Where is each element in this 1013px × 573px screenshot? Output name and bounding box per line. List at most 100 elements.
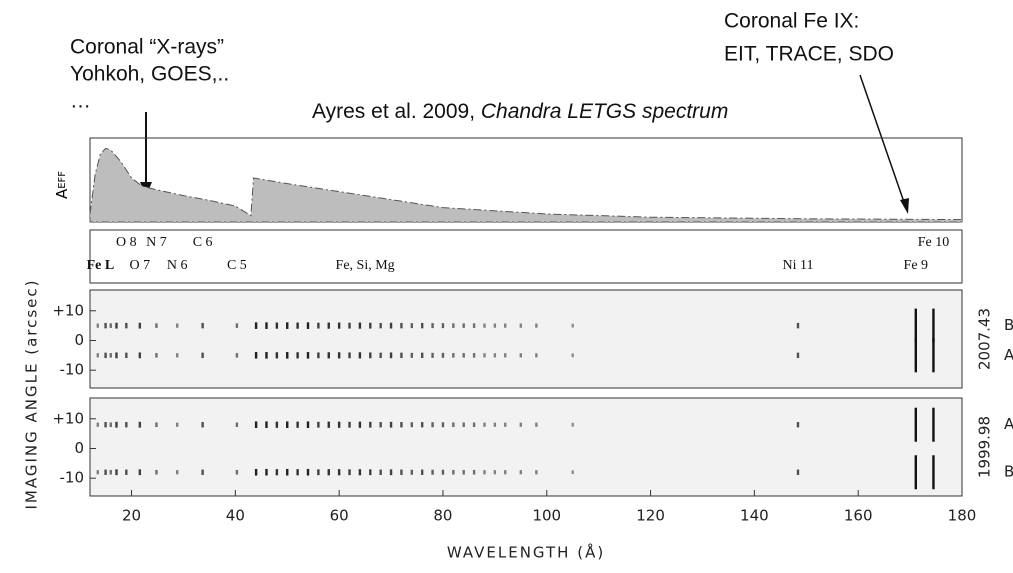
emission-line (96, 422, 99, 427)
x-tick-label: 80 (433, 507, 452, 525)
annotation: EIT, TRACE, SDO (724, 43, 894, 66)
emission-line (452, 469, 455, 475)
emission-line (571, 323, 574, 328)
epoch-label: 2007.43 (976, 308, 994, 370)
emission-line (96, 353, 99, 358)
emission-line (115, 421, 118, 428)
y-tick-label: +10 (52, 409, 84, 427)
emission-line (796, 322, 800, 329)
aeff-label: A (53, 188, 71, 199)
emission-line (155, 469, 158, 475)
line-label: C 5 (227, 258, 247, 273)
panel-bg (89, 397, 963, 497)
emission-line (932, 455, 935, 490)
emission-line (452, 353, 455, 358)
emission-line (296, 469, 299, 476)
emission-line (109, 469, 112, 475)
emission-line (275, 469, 279, 476)
emission-line (201, 469, 204, 475)
x-tick-label: 140 (740, 507, 769, 525)
emission-line (420, 469, 424, 475)
annotation: … (70, 90, 91, 113)
emission-line (286, 468, 289, 476)
emission-line (571, 422, 574, 427)
emission-line (519, 353, 523, 358)
aeff-label: AEFF (53, 171, 71, 199)
emission-line (155, 422, 158, 428)
emission-line (441, 469, 445, 475)
emission-line (155, 353, 158, 358)
emission-line (932, 338, 935, 373)
emission-line (472, 353, 476, 358)
emission-line (369, 322, 372, 329)
emission-line (254, 421, 258, 429)
emission-line (125, 322, 128, 329)
emission-line (462, 422, 465, 428)
emission-line (796, 469, 800, 475)
emission-line (306, 322, 310, 329)
emission-line (462, 353, 465, 358)
emission-line (201, 352, 204, 359)
emission-line (483, 470, 486, 475)
emission-line (519, 470, 523, 475)
emission-line (337, 421, 341, 428)
emission-line (348, 469, 351, 476)
emission-line (493, 470, 497, 475)
emission-line (379, 322, 382, 329)
emission-line (265, 468, 268, 476)
emission-line (431, 469, 434, 475)
y-tick-label: -10 (60, 469, 85, 487)
emission-line (115, 352, 118, 359)
annotation: Ayres et al. 2009, (312, 100, 481, 123)
aeff-label-sub: EFF (57, 171, 68, 189)
emission-line (519, 323, 523, 328)
emission-line (914, 308, 918, 343)
emission-line (306, 468, 310, 476)
emission-line (104, 322, 107, 329)
source-label: A (1004, 415, 1013, 433)
y-tick-label: -10 (60, 361, 85, 379)
emission-line (254, 352, 258, 359)
emission-line (369, 421, 372, 428)
annotation: Yohkoh, GOES,.. (70, 63, 229, 86)
annotation: Coronal Fe IX: (724, 10, 859, 33)
y-tick-label: 0 (74, 331, 84, 349)
emission-line (472, 323, 476, 328)
emission-line (420, 422, 424, 428)
source-label: B (1004, 463, 1013, 481)
x-axis-label: WAVELENGTH (Å) (447, 543, 605, 562)
emission-line (254, 468, 258, 476)
emission-line (176, 323, 179, 328)
emission-line (462, 323, 465, 328)
emission-line (410, 469, 414, 475)
line-label: Fe 10 (918, 235, 950, 250)
emission-line (327, 469, 330, 476)
epoch-label: 1999.98 (976, 416, 994, 478)
emission-line (369, 469, 372, 476)
emission-line (400, 352, 403, 359)
emission-line (535, 353, 538, 358)
emission-line (431, 422, 434, 428)
emission-line (235, 469, 239, 475)
line-label: N 7 (146, 235, 167, 250)
emission-line (796, 352, 800, 359)
emission-line (483, 353, 486, 358)
emission-line (317, 469, 320, 476)
emission-line (379, 352, 382, 359)
emission-line (932, 407, 935, 442)
emission-line (389, 352, 393, 359)
emission-line (914, 338, 918, 373)
emission-line (109, 353, 112, 358)
x-tick-label: 60 (330, 507, 349, 525)
annotation: Coronal “X-rays” (70, 36, 224, 59)
emission-line (201, 322, 204, 329)
y-tick-label: 0 (74, 439, 84, 457)
emission-line (317, 421, 320, 428)
emission-line (176, 353, 179, 358)
emission-line (535, 323, 538, 328)
emission-line (296, 352, 299, 359)
emission-line (327, 421, 330, 428)
emission-line (115, 322, 118, 329)
emission-line (400, 322, 403, 329)
emission-line (286, 322, 289, 329)
